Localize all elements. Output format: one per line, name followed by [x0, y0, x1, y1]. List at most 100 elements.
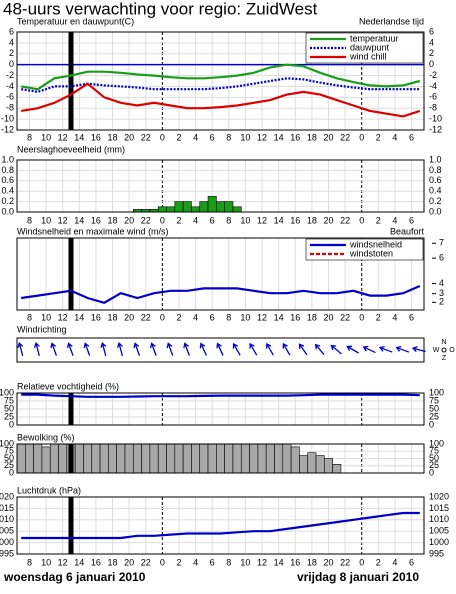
x-tick-label: 22 — [340, 557, 350, 567]
x-tick-label: 22 — [340, 132, 350, 142]
x-tick-label: 2 — [376, 312, 381, 322]
bar — [174, 201, 184, 213]
now-marker — [68, 32, 74, 130]
arrow-shaft — [68, 344, 74, 356]
x-tick-label: 8 — [226, 312, 231, 322]
y-tick-label-right: 1010 — [429, 514, 449, 524]
y-tick-label-right: 75 — [429, 446, 439, 456]
arrow-shaft — [134, 344, 141, 356]
y-tick-label-right: -4 — [429, 81, 437, 91]
x-tick-label: 10 — [41, 557, 51, 567]
y-tick-label-right: 50 — [429, 453, 439, 463]
arrow-head — [330, 344, 337, 351]
x-tick-label: 4 — [392, 312, 397, 322]
x-tick-label: 16 — [91, 215, 101, 225]
y-tick-label: 0.4 — [1, 186, 14, 196]
arrow-shaft — [364, 346, 376, 354]
y-tick-label-right: 100 — [429, 438, 444, 448]
x-tick-label: 10 — [41, 132, 51, 142]
arrow-shaft — [18, 344, 24, 356]
wind-arrow — [117, 342, 124, 356]
y-tick-label: -10 — [1, 113, 14, 123]
arrow-shaft — [331, 345, 342, 355]
now-marker — [68, 444, 74, 473]
x-tick-label: 16 — [290, 132, 300, 142]
x-tick-label: 20 — [124, 132, 134, 142]
bar — [290, 446, 300, 474]
y-tick-label-right: -12 — [429, 124, 442, 134]
x-tick-label: 4 — [193, 132, 198, 142]
x-tick-label: 22 — [141, 132, 151, 142]
bar — [332, 463, 342, 474]
y-tick-label-right: 6 — [429, 26, 434, 36]
wind-arrow — [150, 342, 157, 356]
legend-label: temperatuur — [350, 33, 399, 43]
y-tick-label: -12 — [1, 124, 14, 134]
arrow-shaft — [315, 344, 325, 356]
panel-frame — [16, 237, 425, 311]
wind-arrow — [314, 343, 325, 356]
x-tick-label: 2 — [176, 312, 181, 322]
bar — [83, 443, 93, 474]
bar — [224, 201, 234, 213]
now-marker — [68, 393, 74, 425]
x-tick-label: 18 — [307, 215, 317, 225]
x-tick-label: 2 — [176, 215, 181, 225]
series-line — [21, 82, 421, 118]
x-tick-label: 0 — [359, 215, 364, 225]
y-tick-label: 1010 — [0, 514, 14, 524]
x-tick-label: 14 — [274, 557, 284, 567]
y-tick-label: 25 — [4, 460, 14, 470]
x-tick-label: 12 — [257, 557, 267, 567]
wind-arrow — [395, 345, 410, 353]
arrow-shaft — [168, 344, 174, 356]
x-tick-label: 16 — [290, 312, 300, 322]
wind-arrow — [266, 342, 274, 356]
arrow-shaft — [283, 344, 291, 356]
y-tick-label-right: 75 — [429, 395, 439, 405]
bar — [232, 443, 242, 474]
bar — [299, 455, 309, 474]
arrow-head — [411, 346, 418, 353]
y-tick-label-right: 0 — [429, 419, 434, 429]
y-tick-label: 1015 — [0, 503, 14, 513]
wind-arrow — [216, 342, 224, 356]
y-tick-label-right: 4 — [429, 37, 434, 47]
x-tick-label: 10 — [240, 132, 250, 142]
page-title: 48-uurs verwachting voor regio: ZuidWest — [3, 0, 318, 18]
x-tick-label: 0 — [160, 132, 165, 142]
arrow-head — [83, 342, 90, 349]
bar — [174, 443, 184, 474]
y-tick-label: 50 — [4, 403, 14, 413]
bar — [99, 443, 109, 474]
arrow-head — [378, 345, 385, 352]
x-tick-label: 22 — [141, 312, 151, 322]
x-tick-label: 0 — [359, 557, 364, 567]
x-tick-label: 22 — [340, 215, 350, 225]
arrow-shaft — [102, 344, 107, 356]
wind-arrow — [362, 345, 376, 354]
arrow-head — [17, 342, 24, 348]
bar — [315, 455, 325, 474]
x-tick-label: 8 — [27, 215, 32, 225]
compass-z: Z — [442, 355, 447, 362]
footer-right: vrijdag 8 januari 2010 — [297, 570, 419, 584]
bar — [207, 443, 217, 474]
wind-arrow — [133, 342, 141, 356]
y-tick-label: 75 — [4, 446, 14, 456]
x-tick-label: 20 — [323, 312, 333, 322]
x-tick-label: 6 — [210, 312, 215, 322]
arrow-head — [50, 342, 57, 349]
arrow-head — [117, 342, 123, 348]
x-tick-label: 18 — [108, 215, 118, 225]
x-tick-label: 8 — [226, 215, 231, 225]
bar — [307, 452, 317, 474]
wind-arrow — [100, 342, 107, 356]
x-tick-label: 12 — [58, 132, 68, 142]
bar — [265, 443, 275, 474]
arrow-head — [249, 342, 255, 349]
bar — [157, 206, 167, 213]
bar — [191, 443, 201, 474]
legend-label: dauwpunt — [350, 42, 390, 52]
x-tick-label: 18 — [108, 557, 118, 567]
